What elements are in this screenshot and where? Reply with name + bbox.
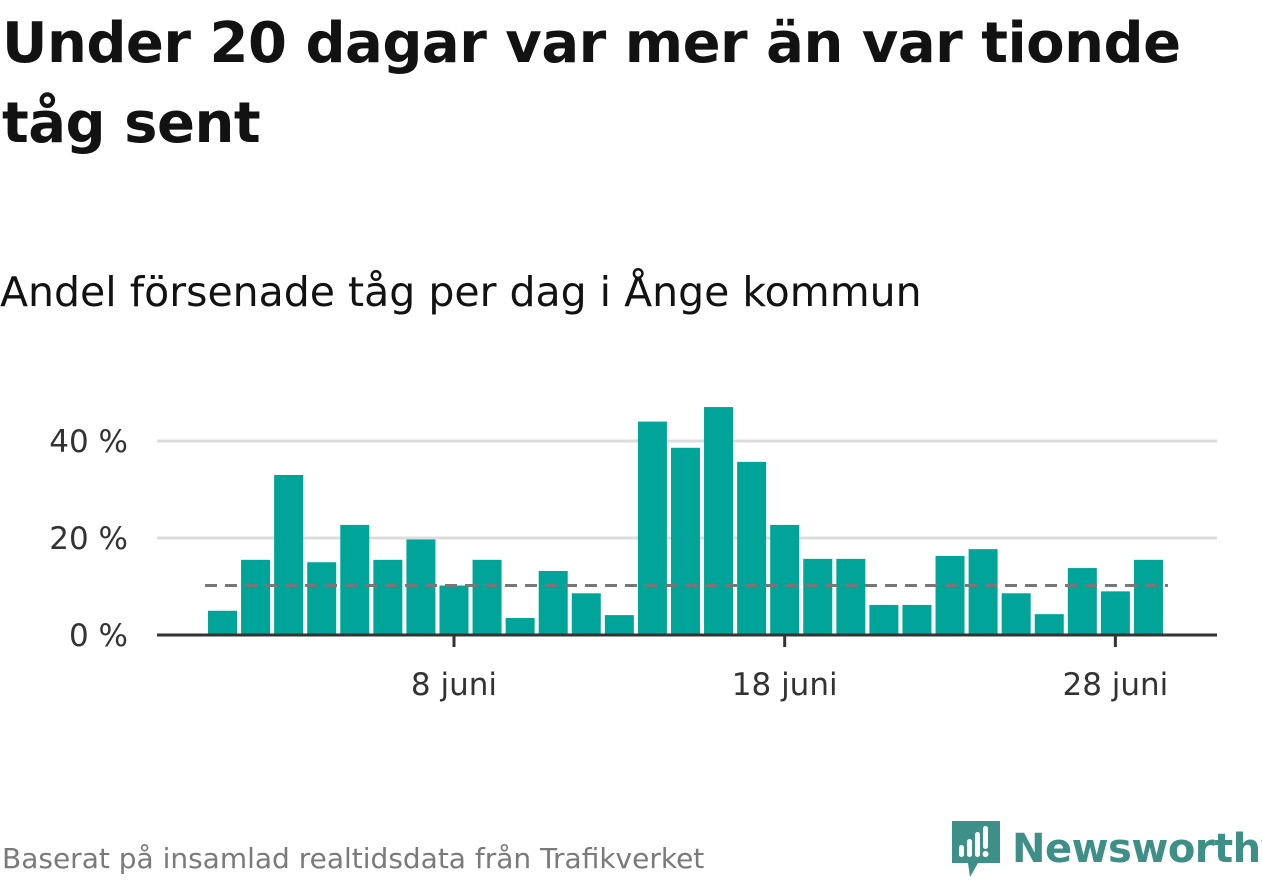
bar-2024-06-02 [241, 559, 271, 635]
bar-2024-06-07 [406, 539, 436, 635]
bar-2024-06-15 [670, 447, 700, 635]
brand-logo: Newsworthy [950, 818, 1262, 880]
bar-2024-06-23 [935, 555, 965, 635]
newsworthy-logo-icon [952, 821, 1000, 877]
bar-2024-06-22 [902, 604, 932, 635]
x-tick-label-1: 18 juni [732, 667, 838, 703]
bar-2024-06-04 [307, 562, 337, 635]
bar-2024-06-19 [803, 558, 833, 635]
y-tick-label-0: 0 % [69, 618, 128, 654]
bar-2024-06-16 [704, 407, 734, 635]
bar-2024-06-29 [1133, 559, 1163, 635]
bar-2024-06-05 [340, 524, 370, 635]
bar-2024-06-08 [439, 585, 469, 635]
y-tick-label-2: 40 % [49, 424, 128, 460]
bar-2024-06-09 [472, 559, 502, 635]
source-note: Baserat på insamlad realtidsdata från Tr… [2, 842, 705, 875]
chart-subtitle: Andel försenade tåg per dag i Ånge kommu… [0, 268, 922, 316]
bars [208, 407, 1163, 635]
bar-2024-06-13 [604, 615, 634, 635]
bar-2024-06-11 [538, 570, 568, 635]
bar-2024-06-01 [208, 610, 237, 635]
bar-2024-06-10 [505, 618, 535, 635]
bar-2024-06-06 [373, 559, 403, 635]
x-tick-label-2: 28 juni [1062, 667, 1168, 703]
bar-2024-06-28 [1100, 591, 1130, 635]
bar-2024-06-03 [274, 474, 304, 635]
x-tick-label-0: 8 juni [411, 667, 497, 703]
bar-2024-06-12 [571, 593, 601, 635]
x-axis [157, 633, 1217, 647]
y-tick-label-1: 20 % [49, 521, 128, 557]
bar-2024-06-25 [1001, 593, 1031, 635]
bar-2024-06-17 [737, 461, 767, 635]
bar-2024-06-21 [869, 604, 899, 635]
bar-2024-06-14 [637, 421, 667, 635]
bar-2024-06-18 [770, 524, 800, 635]
bar-2024-06-27 [1067, 568, 1097, 635]
chart-title: Under 20 dagar var mer än var tionde tåg… [2, 11, 1181, 156]
bar-2024-06-24 [968, 549, 998, 635]
tick-labels: 8 juni 18 juni 28 juni 0 % 20 % 40 % [49, 424, 1168, 703]
bar-2024-06-26 [1034, 614, 1064, 635]
brand-name: Newsworthy [1012, 826, 1262, 872]
bar-2024-06-20 [836, 558, 866, 635]
